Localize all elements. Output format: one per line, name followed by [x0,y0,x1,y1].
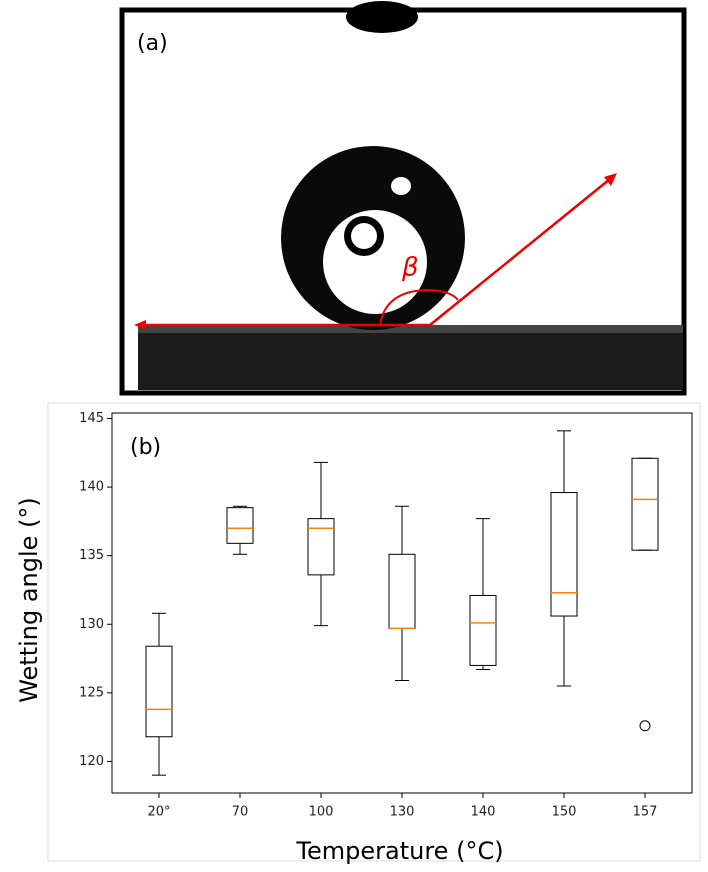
x-tick-label: 100 [309,805,334,820]
panel-label: (b) [130,435,161,460]
x-tick-label: 20° [147,805,170,820]
x-tick-label: 157 [633,805,658,820]
box [550,492,578,617]
y-tick-label: 120 [79,754,104,769]
tangent-arrow [429,178,611,326]
droplet-spot [351,223,377,249]
droplet-spot [391,177,411,195]
box [631,457,659,551]
y-tick-label: 145 [79,411,104,426]
chart-frame [47,402,701,862]
arrow-head [134,320,146,330]
x-tick-label: 150 [552,805,577,820]
photo-panel: β (a) [119,1,687,396]
arrow-head [604,173,617,186]
x-axis-label: Temperature (°C) [295,837,503,865]
y-axis-label: Wetting angle (°) [15,497,43,703]
y-tick-label: 125 [79,685,104,700]
box [469,594,497,666]
box [307,518,335,576]
y-tick-label: 135 [79,548,104,563]
x-tick-label: 70 [232,805,249,820]
substrate-edge [138,325,683,333]
x-tick-label: 140 [471,805,496,820]
y-tick-label: 140 [79,480,104,495]
panel-label: (a) [137,31,168,56]
angle-arc [379,288,459,326]
box [145,645,173,738]
box [226,507,254,544]
substrate [138,325,683,390]
y-tick-label: 130 [79,617,104,632]
outlier [639,720,651,732]
needle-drop [346,1,418,33]
x-tick-label: 130 [390,805,415,820]
angle-label: β [401,253,419,283]
